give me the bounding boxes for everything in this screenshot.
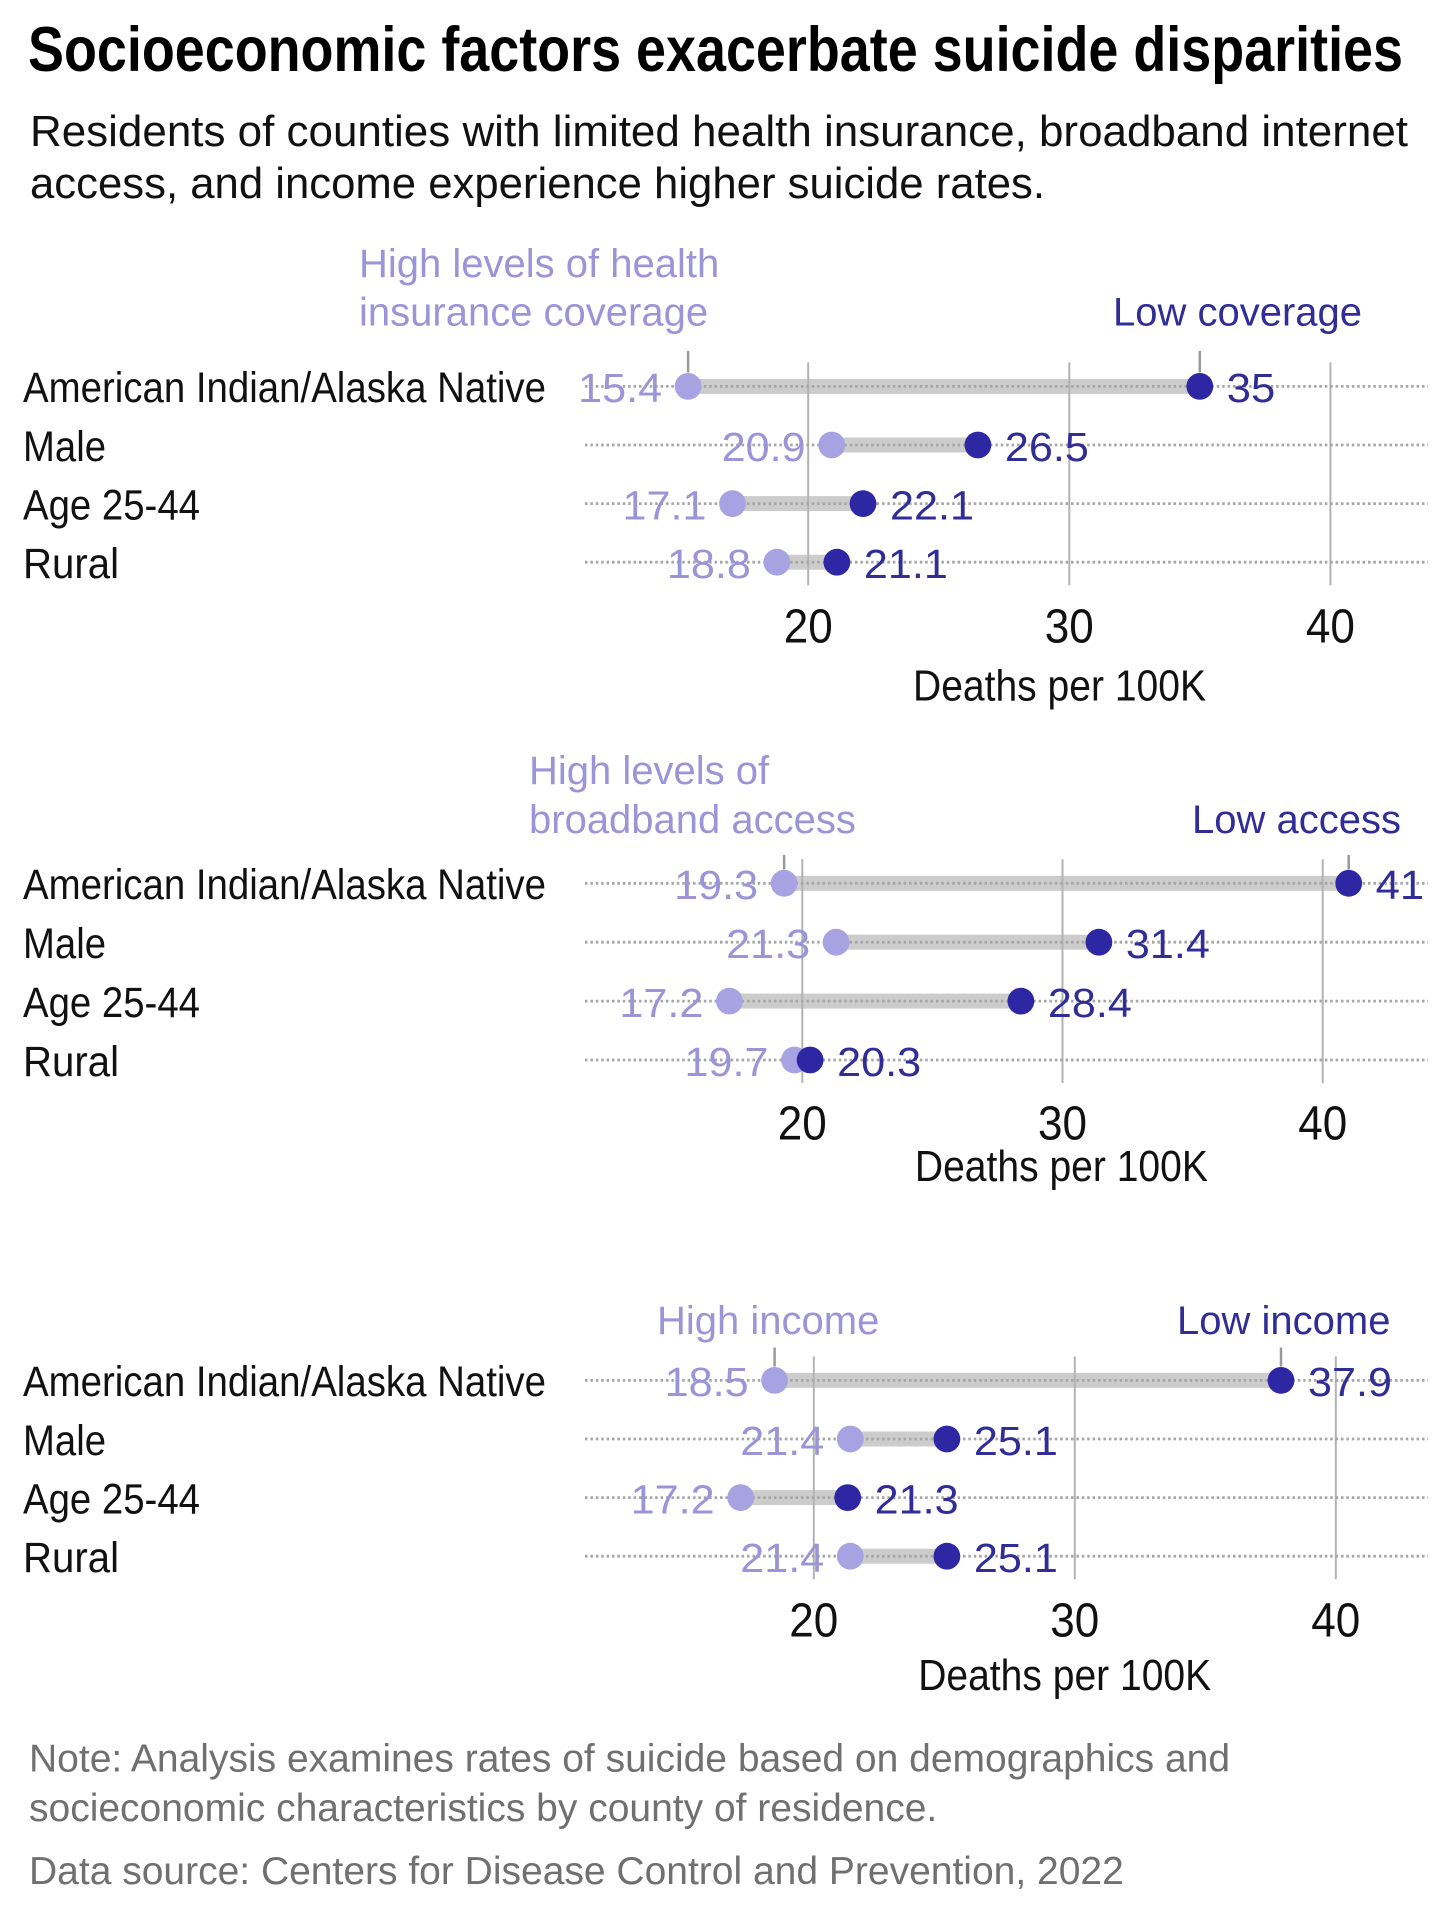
svg-text:25.1: 25.1 [974, 1535, 1058, 1581]
svg-text:40: 40 [1306, 601, 1355, 654]
svg-text:Rural: Rural [23, 541, 119, 588]
svg-text:40: 40 [1298, 1098, 1347, 1151]
svg-text:19.3: 19.3 [674, 862, 758, 908]
svg-text:15.4: 15.4 [578, 365, 662, 411]
svg-text:American Indian/Alaska Native: American Indian/Alaska Native [23, 365, 546, 412]
svg-text:17.2: 17.2 [619, 980, 703, 1026]
svg-text:Data source: Centers for Disea: Data source: Centers for Disease Control… [29, 1850, 1124, 1893]
svg-text:High income: High income [657, 1299, 879, 1343]
svg-text:21.3: 21.3 [875, 1476, 959, 1522]
svg-text:21.3: 21.3 [726, 921, 810, 967]
svg-text:30: 30 [1045, 601, 1094, 654]
svg-text:28.4: 28.4 [1048, 980, 1132, 1026]
svg-text:22.1: 22.1 [890, 482, 974, 528]
svg-text:30: 30 [1038, 1098, 1087, 1151]
svg-text:insurance coverage: insurance coverage [359, 291, 708, 335]
svg-text:Deaths per 100K: Deaths per 100K [918, 1651, 1211, 1700]
svg-text:21.4: 21.4 [740, 1418, 824, 1464]
svg-text:Age 25-44: Age 25-44 [23, 980, 200, 1027]
svg-text:17.2: 17.2 [631, 1476, 715, 1522]
svg-text:37.9: 37.9 [1308, 1359, 1392, 1405]
svg-text:Residents of counties with lim: Residents of counties with limited healt… [30, 107, 1408, 156]
svg-text:25.1: 25.1 [974, 1418, 1058, 1464]
svg-text:High levels of: High levels of [529, 749, 770, 793]
svg-text:Deaths per 100K: Deaths per 100K [913, 661, 1206, 710]
svg-text:access, and income experience: access, and income experience higher sui… [30, 159, 1045, 208]
svg-text:19.7: 19.7 [685, 1039, 769, 1085]
svg-text:Rural: Rural [23, 1535, 119, 1582]
svg-text:20: 20 [789, 1594, 838, 1647]
svg-text:Male: Male [23, 921, 106, 968]
svg-text:Low income: Low income [1177, 1299, 1390, 1343]
svg-text:Note: Analysis examines rates: Note: Analysis examines rates of suicide… [29, 1738, 1230, 1781]
svg-text:Male: Male [23, 424, 106, 471]
svg-text:18.5: 18.5 [665, 1359, 749, 1405]
svg-text:20.3: 20.3 [837, 1039, 921, 1085]
svg-text:Low coverage: Low coverage [1113, 291, 1362, 335]
svg-text:High levels of health: High levels of health [359, 242, 719, 286]
svg-text:Age 25-44: Age 25-44 [23, 482, 200, 529]
svg-text:Deaths per 100K: Deaths per 100K [915, 1142, 1208, 1191]
svg-text:American Indian/Alaska Native: American Indian/Alaska Native [23, 862, 546, 909]
svg-text:31.4: 31.4 [1126, 921, 1210, 967]
svg-text:18.8: 18.8 [667, 541, 751, 587]
svg-text:17.1: 17.1 [623, 482, 707, 528]
svg-text:21.1: 21.1 [864, 541, 948, 587]
svg-text:Low access: Low access [1192, 798, 1401, 842]
svg-text:socieconomic characteristics b: socieconomic characteristics by county o… [29, 1787, 937, 1830]
svg-text:35: 35 [1227, 365, 1276, 411]
svg-text:American Indian/Alaska Native: American Indian/Alaska Native [23, 1359, 546, 1406]
svg-text:Age 25-44: Age 25-44 [23, 1476, 200, 1523]
svg-text:20: 20 [778, 1098, 827, 1151]
svg-text:broadband access: broadband access [529, 798, 856, 842]
svg-text:Socioeconomic factors exacerba: Socioeconomic factors exacerbate suicide… [28, 15, 1403, 85]
svg-text:20: 20 [784, 601, 833, 654]
svg-text:41: 41 [1376, 862, 1425, 908]
svg-text:21.4: 21.4 [740, 1535, 824, 1581]
svg-text:Rural: Rural [23, 1039, 119, 1086]
svg-text:Male: Male [23, 1418, 106, 1465]
svg-text:26.5: 26.5 [1005, 424, 1089, 470]
svg-text:30: 30 [1050, 1594, 1099, 1647]
svg-text:20.9: 20.9 [722, 424, 806, 470]
svg-text:40: 40 [1311, 1594, 1360, 1647]
